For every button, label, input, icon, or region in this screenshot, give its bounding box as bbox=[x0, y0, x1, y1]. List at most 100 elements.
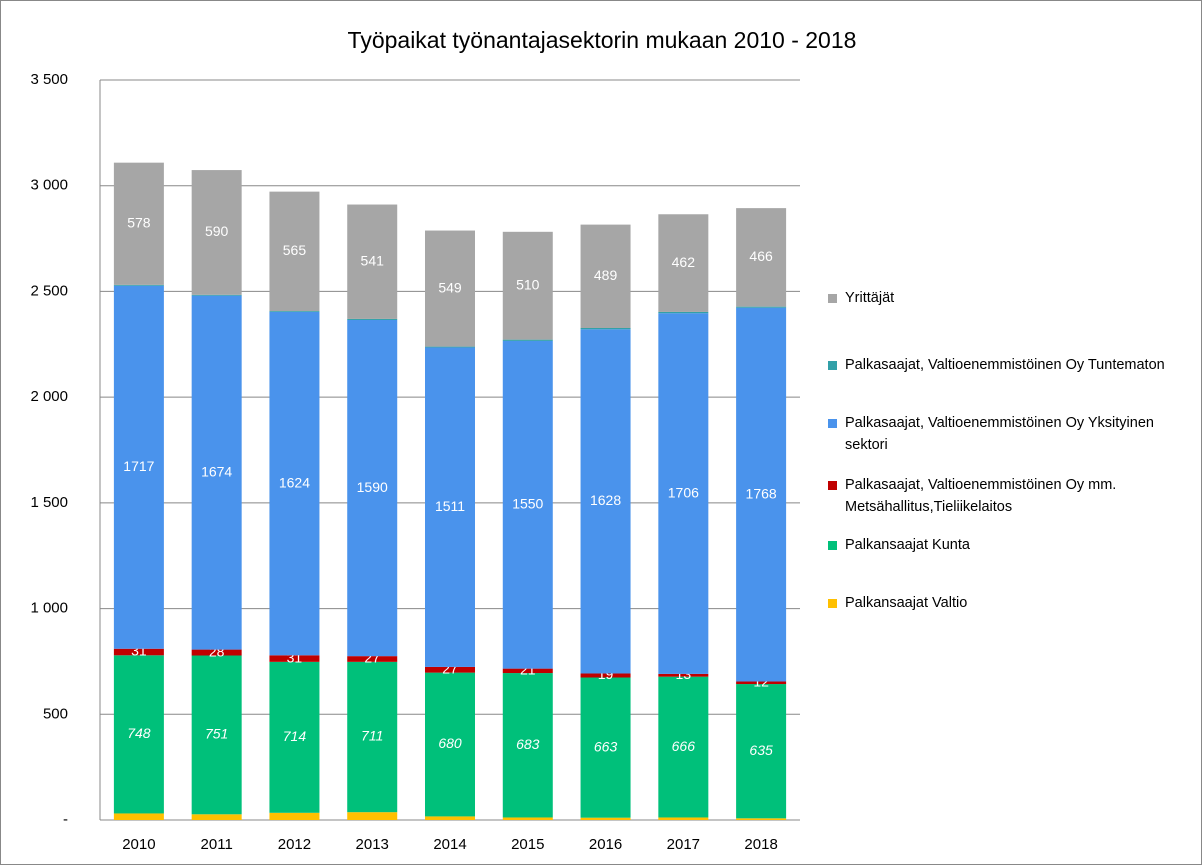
data-label: 466 bbox=[749, 248, 773, 264]
data-label: 565 bbox=[283, 242, 307, 258]
bar-segment bbox=[113, 162, 164, 285]
bar-segment bbox=[425, 666, 475, 673]
legend-swatch bbox=[828, 481, 837, 490]
data-label: 489 bbox=[594, 267, 618, 283]
data-label: 578 bbox=[127, 214, 151, 230]
bar-segment bbox=[580, 677, 631, 818]
bar-segment bbox=[658, 311, 709, 314]
y-tick-label: 3 500 bbox=[30, 71, 68, 88]
bar-segment bbox=[269, 655, 320, 662]
data-label: 510 bbox=[516, 276, 540, 292]
bar-segment bbox=[658, 313, 709, 674]
y-tick-label: 2 000 bbox=[30, 388, 68, 405]
bar-segment bbox=[736, 818, 787, 820]
bar-segment bbox=[191, 295, 242, 650]
data-label: 666 bbox=[672, 738, 696, 754]
legend-item: Palkansaajat Valtio bbox=[828, 592, 1178, 614]
data-label: 663 bbox=[594, 738, 618, 754]
legend-item: Palkasaajat, Valtioenemmistöinen Oy mm. … bbox=[828, 474, 1178, 518]
data-label: 1706 bbox=[668, 484, 699, 500]
bar-segment bbox=[425, 672, 475, 817]
bar-segment bbox=[347, 661, 398, 813]
bar-segment bbox=[269, 661, 320, 813]
bar-segment bbox=[580, 224, 631, 329]
bar-segment bbox=[269, 311, 320, 312]
bar-segment bbox=[425, 230, 475, 347]
bar-segment bbox=[502, 817, 553, 820]
x-tick-label: 2014 bbox=[433, 836, 466, 853]
legend-item: Palkasaajat, Valtioenemmistöinen Oy Yksi… bbox=[828, 412, 1178, 456]
y-tick-label: 2 500 bbox=[30, 282, 68, 299]
bar-segment bbox=[502, 673, 553, 818]
bar-segment bbox=[658, 673, 709, 677]
bar-segment bbox=[191, 649, 242, 656]
data-label: 1590 bbox=[357, 479, 388, 495]
data-label: 590 bbox=[205, 223, 229, 239]
legend-swatch bbox=[828, 294, 837, 303]
x-tick-label: 2016 bbox=[589, 836, 622, 853]
bar-segment bbox=[425, 347, 475, 667]
data-label: 683 bbox=[516, 736, 540, 752]
bar-segment bbox=[736, 307, 787, 682]
bar-segment bbox=[113, 284, 164, 286]
bar-segment bbox=[736, 208, 787, 307]
legend-item: Yrittäjät bbox=[828, 287, 1178, 309]
legend-item: Palkansaajat Kunta bbox=[828, 534, 1178, 556]
data-label: 635 bbox=[749, 742, 773, 758]
bar-segment bbox=[269, 812, 320, 820]
x-tick-label: 2017 bbox=[667, 836, 700, 853]
legend-label: Yrittäjät bbox=[845, 290, 895, 306]
legend-label: Palkansaajat Kunta bbox=[845, 537, 970, 553]
legend-swatch bbox=[828, 419, 837, 428]
bar-segment bbox=[347, 319, 398, 657]
bar-segment bbox=[347, 812, 398, 820]
data-label: 711 bbox=[361, 728, 383, 744]
x-tick-label: 2012 bbox=[278, 836, 311, 853]
bar-segment bbox=[269, 311, 320, 656]
legend-swatch bbox=[828, 361, 837, 370]
data-label: 1628 bbox=[590, 492, 621, 508]
y-tick-label: - bbox=[63, 811, 68, 828]
data-label: 680 bbox=[438, 735, 462, 751]
legend-label: Palkasaajat, Valtioenemmistöinen Oy mm. … bbox=[845, 477, 1117, 515]
data-label: 1717 bbox=[123, 458, 154, 474]
legend-label: Palkasaajat, Valtioenemmistöinen Oy Yksi… bbox=[845, 415, 1154, 453]
bar-segment bbox=[113, 813, 164, 820]
bar-segment bbox=[502, 340, 553, 669]
bar-segment bbox=[191, 814, 242, 820]
data-label: 462 bbox=[672, 254, 696, 270]
data-label: 1624 bbox=[279, 474, 310, 490]
legend-label: Palkansaajat Valtio bbox=[845, 595, 968, 611]
x-tick-label: 2015 bbox=[511, 836, 544, 853]
bar-segment bbox=[736, 684, 787, 819]
y-tick-label: 500 bbox=[43, 705, 68, 722]
bar-segment bbox=[113, 655, 164, 814]
data-label: 1550 bbox=[512, 495, 543, 511]
data-label: 1674 bbox=[201, 463, 232, 479]
legend-item: Palkasaajat, Valtioenemmistöinen Oy Tunt… bbox=[828, 354, 1178, 376]
bar-segment bbox=[269, 191, 320, 312]
data-label: 541 bbox=[361, 252, 385, 268]
data-label: 751 bbox=[205, 726, 228, 742]
x-tick-label: 2010 bbox=[122, 836, 155, 853]
data-label: 549 bbox=[438, 279, 462, 295]
y-tick-label: 3 000 bbox=[30, 177, 68, 194]
legend-swatch bbox=[828, 599, 837, 608]
data-label: 1768 bbox=[746, 485, 777, 501]
bar-segment bbox=[502, 668, 553, 674]
bar-segment bbox=[347, 318, 398, 320]
bar-segment bbox=[658, 817, 709, 820]
x-tick-label: 2018 bbox=[744, 836, 777, 853]
bar-segment bbox=[425, 816, 475, 820]
data-label: 1511 bbox=[435, 498, 465, 514]
bar-segment bbox=[580, 329, 631, 674]
data-label: 714 bbox=[283, 728, 307, 744]
bar-segment bbox=[191, 655, 242, 815]
bar-segment bbox=[658, 214, 709, 312]
bar-segment bbox=[580, 328, 631, 330]
bar-segment bbox=[580, 673, 631, 678]
bar-segment bbox=[347, 204, 398, 319]
bar-segment bbox=[736, 306, 787, 308]
legend-label: Palkasaajat, Valtioenemmistöinen Oy Tunt… bbox=[845, 357, 1165, 373]
